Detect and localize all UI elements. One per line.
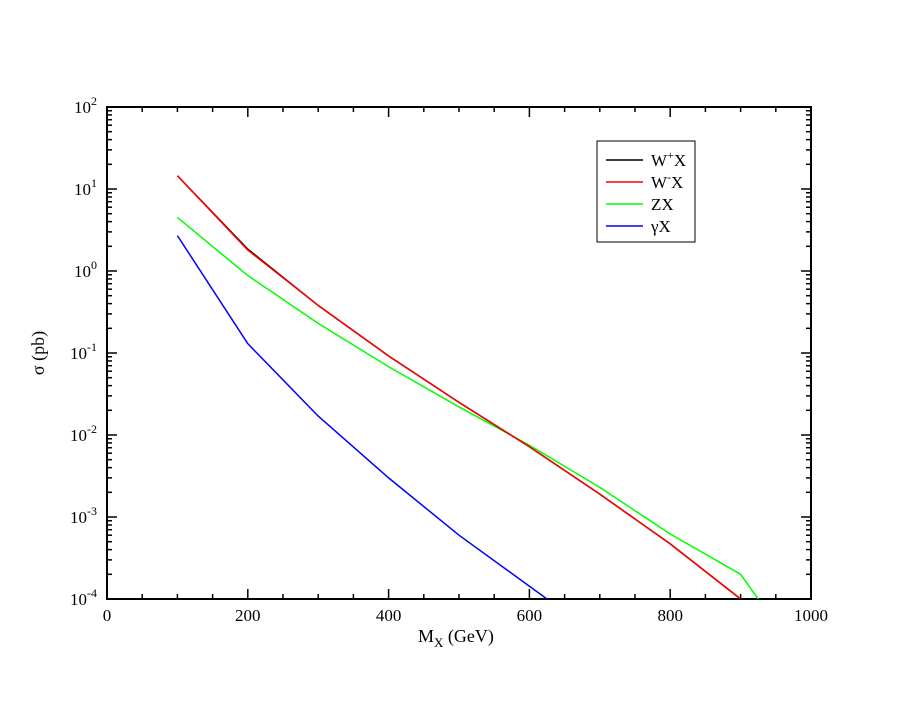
y-tick-base: 10 xyxy=(74,262,91,281)
y-tick-exponent: 0 xyxy=(91,258,97,272)
series-line xyxy=(176,175,742,599)
legend-entry: W+X xyxy=(651,148,686,170)
y-tick-label: 101 xyxy=(74,176,97,199)
series-line xyxy=(176,235,548,599)
legend-entry: ZX xyxy=(651,195,674,214)
y-tick-label: 102 xyxy=(74,94,97,117)
x-axis-label-sub: X xyxy=(434,635,444,650)
x-tick-label: 800 xyxy=(657,606,683,625)
y-tick-label: 10-3 xyxy=(70,504,97,527)
x-axis-label-rest: (GeV) xyxy=(443,626,493,647)
legend-name-rest: X xyxy=(674,151,686,170)
x-axis-label-main: M xyxy=(418,626,434,646)
legend-entry: γX xyxy=(650,217,671,236)
y-tick-label: 10-2 xyxy=(70,422,97,445)
series-line xyxy=(176,216,759,599)
y-tick-exponent: -3 xyxy=(87,504,97,518)
legend-box xyxy=(596,140,696,243)
axis-ticks xyxy=(106,106,812,600)
y-tick-base: 10 xyxy=(74,180,91,199)
legend-entry: W-X xyxy=(651,170,683,192)
series-layer xyxy=(176,175,759,599)
legend-superscript: + xyxy=(667,148,674,162)
y-tick-label: 10-4 xyxy=(70,586,97,609)
x-tick-label: 400 xyxy=(376,606,402,625)
y-tick-base: 10 xyxy=(74,98,91,117)
legend-name: W xyxy=(651,151,668,170)
y-tick-base: 10 xyxy=(70,508,87,527)
x-tick-label: 200 xyxy=(235,606,261,625)
y-tick-label: 10-1 xyxy=(70,340,97,363)
x-tick-label: 600 xyxy=(517,606,543,625)
x-tick-label: 1000 xyxy=(794,606,828,625)
y-tick-base: 10 xyxy=(70,590,87,609)
y-axis-label: σ (pb) xyxy=(28,331,49,375)
y-tick-exponent: -1 xyxy=(87,340,97,354)
legend-name: ZX xyxy=(651,195,674,214)
y-tick-base: 10 xyxy=(70,344,87,363)
legend-name: γX xyxy=(650,217,671,236)
legend-superscript: - xyxy=(667,170,671,184)
x-tick-label: 0 xyxy=(103,606,112,625)
x-tick-labels: 0 200 400 600 800 1000 xyxy=(103,606,828,625)
y-tick-base: 10 xyxy=(70,426,87,445)
x-axis-label: MX (GeV) xyxy=(418,626,494,650)
y-tick-exponent: -2 xyxy=(87,422,97,436)
y-tick-label: 100 xyxy=(74,258,97,281)
y-tick-exponent: 2 xyxy=(91,94,97,108)
plot-area xyxy=(106,106,812,600)
legend-name-rest: X xyxy=(671,173,683,192)
legend-name: W xyxy=(651,173,668,192)
y-tick-exponent: -4 xyxy=(87,586,97,600)
y-tick-exponent: 1 xyxy=(91,176,97,190)
